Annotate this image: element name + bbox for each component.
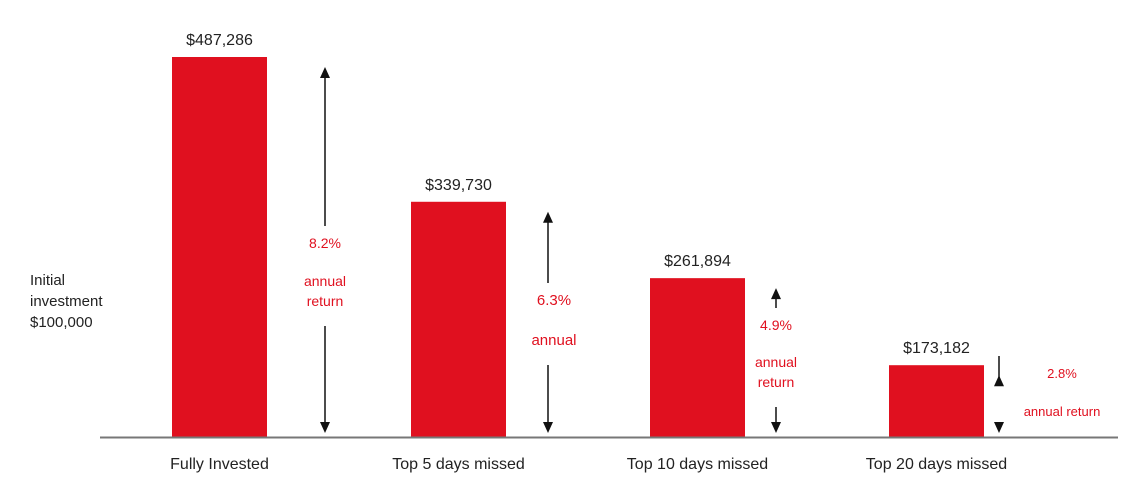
- arrow-down-head-1: [320, 422, 330, 433]
- return-pct-2: 6.3%: [537, 292, 571, 309]
- initial-investment-label: Initial investment $100,000: [30, 270, 103, 333]
- arrow-up-head-1: [320, 67, 330, 78]
- arrow-down-head-2: [543, 422, 553, 433]
- bar-2: [411, 201, 506, 437]
- bars-group: [172, 57, 984, 437]
- arrow-up-head-2: [543, 211, 553, 223]
- return-label-1-2: return: [307, 293, 344, 309]
- category-labels-group: Fully Invested Top 5 days missed Top 10 da…: [170, 456, 1007, 473]
- return-pct-3: 4.9%: [760, 317, 792, 333]
- category-label-4: Top 20 days missed: [866, 456, 1007, 473]
- return-label-3-2: return: [758, 374, 795, 390]
- value-label-3: $261,894: [664, 253, 731, 270]
- return-pct-1: 8.2%: [309, 235, 341, 251]
- arrow-down-head-3: [771, 422, 781, 433]
- arrow-up-head-4: [994, 375, 1004, 387]
- category-label-1: Fully Invested: [170, 456, 269, 473]
- bar-3: [650, 278, 745, 437]
- initial-line-2: investment: [30, 293, 103, 310]
- return-label-2-1: annual: [531, 332, 576, 349]
- value-label-1: $487,286: [186, 32, 253, 49]
- category-label-3: Top 10 days missed: [627, 456, 768, 473]
- arrows-group: [320, 67, 1004, 433]
- return-label-1-1: annual: [304, 273, 346, 289]
- value-label-2: $339,730: [425, 177, 492, 194]
- arrow-up-head-3: [771, 288, 781, 300]
- initial-line-1: Initial: [30, 272, 66, 289]
- value-labels-group: $487,286 $339,730 $261,894 $173,182: [186, 32, 970, 357]
- return-label-3-1: annual: [755, 354, 797, 370]
- return-labels-group: 8.2% annual return 6.3% annual 4.9% annual retu…: [304, 235, 1100, 419]
- return-pct-4: 2.8%: [1047, 366, 1077, 381]
- bar-4: [889, 365, 984, 437]
- bar-1: [172, 57, 267, 437]
- value-label-4: $173,182: [903, 340, 970, 357]
- category-label-2: Top 5 days missed: [392, 456, 525, 473]
- initial-line-3: $100,000: [30, 314, 93, 331]
- return-label-4-1: annual return: [1024, 404, 1101, 419]
- arrow-down-head-4: [994, 422, 1004, 433]
